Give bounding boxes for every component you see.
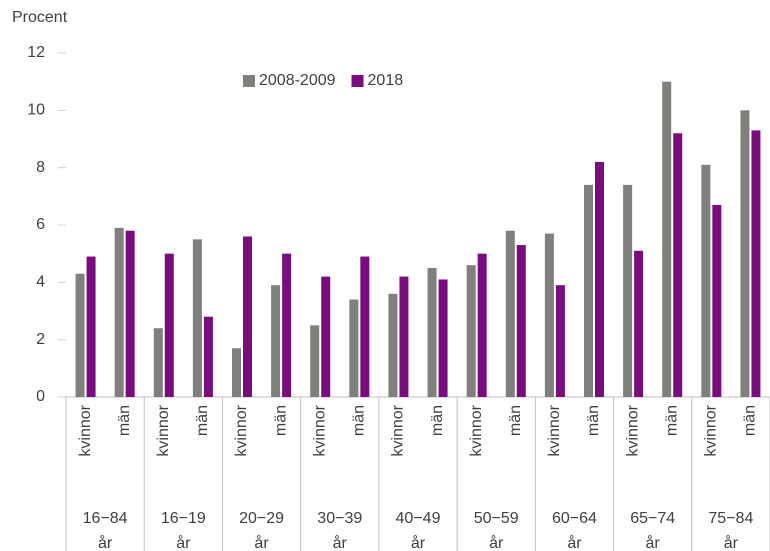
legend-label: 2018	[368, 72, 404, 89]
legend-swatch	[351, 75, 364, 87]
bar	[310, 325, 320, 397]
bar	[595, 161, 604, 397]
bar	[243, 236, 252, 397]
bar	[282, 253, 292, 397]
bar	[544, 233, 554, 397]
group-label: 65−74 år	[630, 510, 676, 551]
group-label: 75−84 år	[708, 510, 754, 551]
bar	[192, 239, 202, 397]
x-tick-label: kvinnor	[311, 404, 328, 456]
y-tick-label: 2	[36, 331, 45, 348]
bar	[673, 133, 683, 397]
x-tick-label: män	[507, 405, 524, 436]
x-tick-label: män	[663, 405, 680, 436]
y-tick-label: 4	[36, 274, 45, 291]
x-tick-label: män	[429, 405, 446, 436]
bar	[584, 184, 593, 397]
x-tick-label: män	[585, 405, 602, 436]
x-tick-label: män	[194, 405, 211, 436]
bar	[701, 164, 711, 397]
bar	[203, 316, 213, 397]
bar	[114, 227, 124, 397]
group-label: 40−49 år	[395, 510, 441, 551]
x-tick-label: kvinnor	[155, 404, 172, 456]
bar	[75, 273, 85, 397]
x-tick-label: kvinnor	[703, 404, 720, 456]
bar	[321, 276, 331, 397]
bar	[740, 110, 750, 397]
y-axis-label: Procent	[12, 9, 68, 26]
bar	[712, 204, 722, 397]
bar	[438, 279, 448, 397]
bar	[466, 265, 476, 397]
bar	[164, 253, 174, 397]
x-tick-label: män	[116, 405, 133, 436]
bar	[555, 285, 565, 397]
x-tick-label: män	[742, 405, 759, 436]
bar	[427, 268, 437, 397]
y-tick-label: 8	[36, 159, 45, 176]
bar	[477, 253, 487, 397]
bar	[662, 81, 672, 398]
x-tick-label: kvinnor	[468, 404, 485, 456]
bar	[125, 230, 135, 397]
bar	[360, 256, 370, 397]
x-tick-label: kvinnor	[390, 404, 407, 456]
legend-swatch	[243, 75, 255, 87]
group-label: 50−59 år	[473, 510, 519, 551]
group-label: 20−29 år	[239, 510, 285, 551]
x-tick-label: kvinnor	[546, 404, 563, 456]
bar	[634, 250, 644, 397]
y-tick-label: 12	[27, 44, 45, 61]
bar	[399, 276, 409, 397]
bar	[388, 293, 398, 397]
x-tick-label: män	[351, 405, 368, 436]
bar	[232, 348, 241, 397]
x-tick-label: kvinnor	[624, 404, 641, 456]
bar	[623, 184, 633, 397]
group-label: 16−84 år	[82, 510, 128, 551]
bar	[505, 230, 515, 397]
y-tick-label: 0	[36, 388, 45, 405]
group-label: 30−39 år	[317, 510, 363, 551]
legend-label: 2008-2009	[259, 72, 336, 89]
x-tick-label: kvinnor	[77, 404, 94, 456]
bar	[349, 299, 359, 397]
bar	[153, 328, 163, 397]
y-tick-label: 6	[36, 216, 45, 233]
group-label: 60−64 år	[551, 510, 597, 551]
x-tick-label: män	[272, 405, 289, 436]
bar	[516, 245, 526, 397]
bar	[751, 130, 761, 397]
y-tick-label: 10	[27, 102, 45, 119]
bar	[271, 285, 281, 397]
x-tick-label: kvinnor	[233, 404, 250, 456]
bar	[86, 256, 96, 397]
group-label: 16−19 år	[160, 510, 206, 551]
